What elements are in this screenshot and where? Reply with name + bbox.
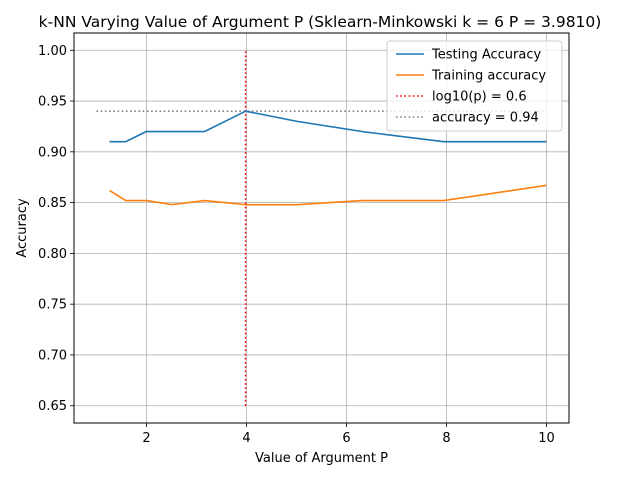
series-line-2 bbox=[109, 184, 547, 206]
legend: Testing Accuracy Training accuracy log10(p… bbox=[386, 40, 563, 132]
x-tick-label: 8 bbox=[442, 431, 450, 446]
plot-frame bbox=[73, 32, 570, 424]
y-tick-label: 0.70 bbox=[38, 348, 67, 363]
y-tick-label: 0.65 bbox=[38, 399, 67, 414]
y-tick-label: 1.00 bbox=[38, 44, 67, 59]
legend-label: log10(p) = 0.6 bbox=[432, 90, 527, 105]
legend-label: Training accuracy bbox=[431, 69, 546, 84]
series-line-1 bbox=[109, 110, 547, 143]
y-tick-label: 0.85 bbox=[38, 196, 67, 211]
y-tick-label: 0.80 bbox=[38, 247, 67, 262]
x-tick-label: 4 bbox=[242, 431, 250, 446]
legend-box bbox=[386, 40, 563, 132]
y-tick-label: 0.75 bbox=[38, 298, 67, 313]
x-tick-label: 2 bbox=[142, 431, 150, 446]
x-tick-label: 10 bbox=[538, 431, 555, 446]
x-tick-label: 6 bbox=[342, 431, 350, 446]
legend-label: accuracy = 0.94 bbox=[432, 111, 539, 126]
legend-label: Testing Accuracy bbox=[431, 48, 541, 63]
ticks-group: 2 4 6 8 10 0.65 0.70 0.75 0.80 0.85 0.90 0.95 1.00 bbox=[38, 44, 555, 446]
chart-title: k-NN Varying Value of Argument P (Sklear… bbox=[39, 13, 602, 31]
y-tick-label: 0.95 bbox=[38, 95, 67, 110]
x-axis-title: Value of Argument P bbox=[255, 451, 388, 466]
y-tick-label: 0.90 bbox=[38, 145, 67, 160]
y-axis-title: Accuracy bbox=[15, 198, 30, 258]
